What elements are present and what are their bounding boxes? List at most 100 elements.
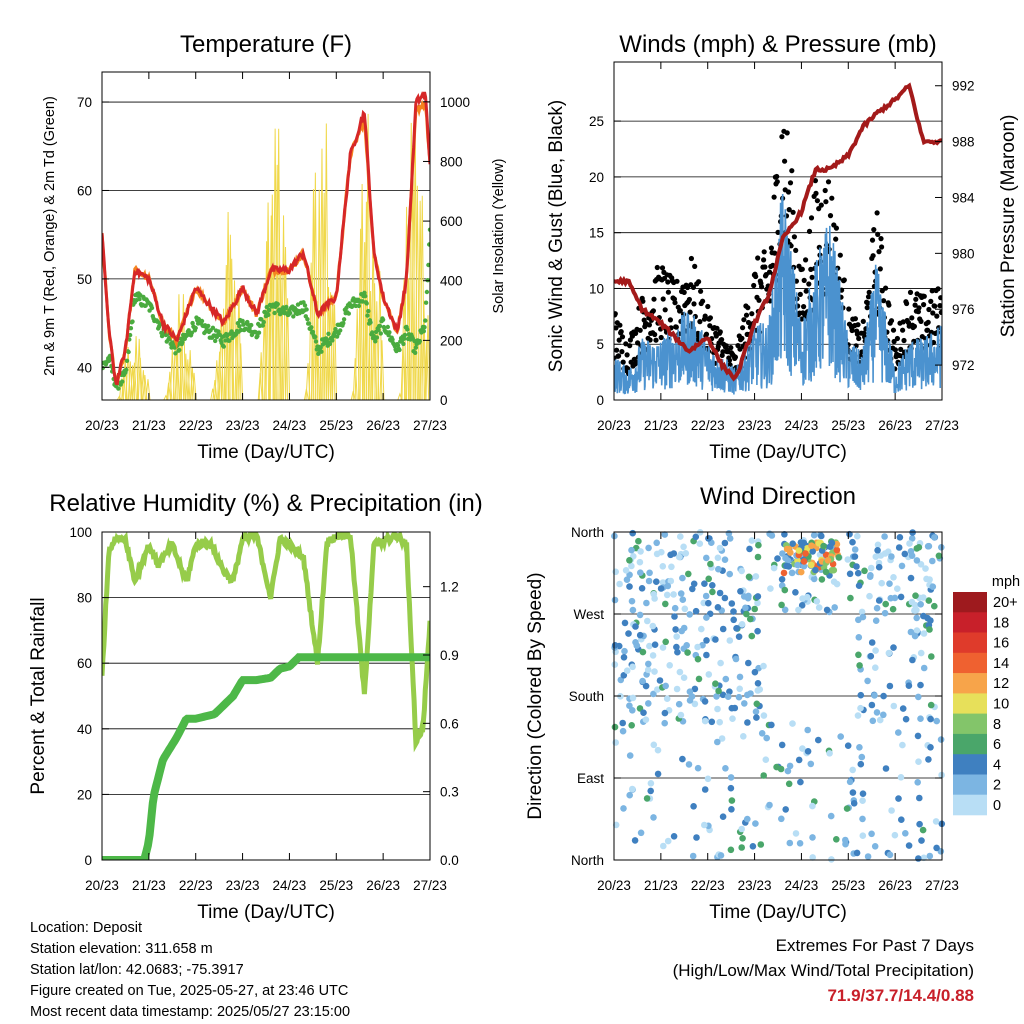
- gust-point: [691, 301, 697, 307]
- solar-spike: [210, 388, 216, 400]
- direction-point: [754, 680, 762, 687]
- dewpoint-point: [405, 327, 410, 332]
- direction-point: [785, 780, 793, 788]
- direction-point: [931, 534, 938, 541]
- gust-point: [865, 300, 871, 306]
- dewpoint-point: [338, 328, 343, 333]
- gust-point: [925, 327, 931, 333]
- dewpoint-point: [227, 338, 232, 343]
- winds-xtick-label: 20/23: [597, 418, 631, 433]
- dewpoint-point: [169, 345, 174, 350]
- direction-point: [659, 644, 667, 651]
- direction-point: [866, 592, 873, 600]
- direction-point: [799, 745, 806, 752]
- solar-spike: [408, 122, 414, 400]
- gust-point: [801, 277, 807, 283]
- gust-point: [823, 199, 829, 205]
- dewpoint-point: [397, 347, 402, 353]
- direction-point: [855, 651, 862, 659]
- dewpoint-point: [380, 317, 386, 322]
- temperature-y2tick-label: 0: [440, 393, 448, 408]
- speed-colorbar: mph 20+ 18 16 14 12 10 8 6 4 2 0: [953, 574, 1020, 816]
- direction-panel: Wind Direction 20/23 21/23 22/23 23/23 24/23…: [525, 483, 1020, 923]
- solar-spike: [191, 372, 197, 400]
- gust-point: [912, 302, 918, 308]
- direction-point: [778, 741, 786, 749]
- solar-spike: [281, 215, 287, 400]
- direction-point: [913, 545, 921, 552]
- gust-point: [870, 253, 876, 259]
- colorbar-label: 14: [993, 656, 1009, 672]
- temperature-xtick-label: 23/23: [226, 418, 260, 433]
- dewpoint-point: [362, 290, 367, 295]
- direction-point: [677, 533, 684, 540]
- direction-point: [826, 750, 833, 757]
- direction-point: [620, 672, 628, 679]
- winds-y2tick-label: 988: [952, 135, 975, 150]
- direction-point: [679, 574, 686, 582]
- gust-point: [665, 289, 672, 295]
- direction-point: [612, 821, 620, 829]
- colorbar-swatch: [953, 673, 987, 694]
- dewpoint-point: [423, 318, 428, 323]
- solar-spike: [130, 365, 136, 400]
- direction-point: [908, 598, 916, 606]
- solar-spike: [285, 298, 291, 400]
- gust-point: [806, 228, 813, 234]
- direction-point: [915, 855, 922, 862]
- gust-point: [766, 269, 773, 275]
- direction-ytick-label: North: [571, 525, 604, 540]
- dewpoint-point: [190, 320, 195, 326]
- gust-point: [732, 354, 739, 360]
- direction-point: [905, 842, 913, 849]
- direction-point: [880, 692, 887, 700]
- solar-spike: [421, 300, 427, 400]
- direction-point: [728, 704, 736, 712]
- direction-point: [677, 711, 685, 719]
- direction-point: [919, 826, 927, 834]
- gust-point: [808, 266, 814, 272]
- direction-point: [705, 671, 713, 678]
- direction-point: [703, 554, 710, 562]
- gust-point: [756, 297, 762, 303]
- direction-point: [660, 842, 667, 850]
- gust-point: [789, 168, 795, 174]
- dewpoint-point: [221, 344, 226, 349]
- dewpoint-point: [253, 330, 258, 335]
- direction-ytick-label: East: [577, 771, 604, 786]
- solar-spike: [314, 301, 320, 400]
- direction-point: [891, 594, 899, 602]
- direction-point: [888, 807, 895, 814]
- gust-point: [909, 315, 915, 321]
- gust-point: [650, 308, 657, 314]
- direction-point: [632, 623, 639, 630]
- direction-point: [927, 701, 935, 709]
- direction-point: [846, 570, 854, 578]
- colorbar-swatch: [953, 592, 987, 613]
- direction-point: [686, 688, 694, 695]
- direction-point: [716, 589, 724, 597]
- dewpoint-point: [143, 303, 148, 308]
- gust-point: [688, 255, 695, 262]
- dewpoint-point: [316, 351, 321, 356]
- direction-point: [719, 625, 727, 633]
- pressure-line: [614, 82, 942, 382]
- direction-point: [917, 715, 924, 722]
- solar-spike: [183, 353, 189, 400]
- solar-spike: [321, 192, 327, 400]
- gust-point: [932, 303, 938, 309]
- direction-point: [754, 599, 761, 607]
- direction-point: [847, 594, 854, 602]
- direction-point: [712, 636, 719, 643]
- humidity-frame: [101, 531, 431, 861]
- dewpoint-point: [387, 330, 392, 335]
- solar-spike: [189, 367, 195, 400]
- direction-point: [796, 840, 804, 847]
- gust-point: [881, 298, 887, 304]
- gust-point: [928, 298, 934, 304]
- direction-point: [753, 700, 761, 708]
- direction-point: [833, 540, 841, 548]
- direction-point: [888, 553, 895, 560]
- gust-point: [705, 303, 711, 310]
- direction-point: [702, 592, 710, 600]
